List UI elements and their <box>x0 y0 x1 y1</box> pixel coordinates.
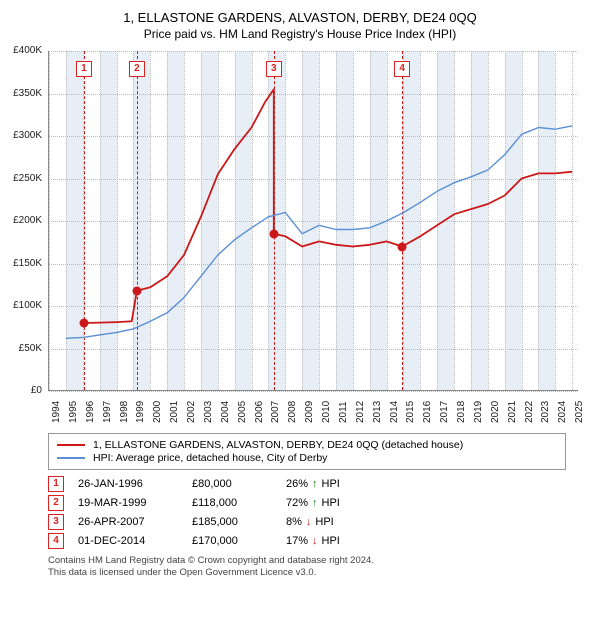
arrow-down-icon: ↓ <box>312 535 318 547</box>
sale-diff-pct: 26% <box>286 478 308 490</box>
x-axis-label: 2017 <box>439 401 450 423</box>
sale-flag-number: 4 <box>48 533 64 549</box>
chart-container: 1, ELLASTONE GARDENS, ALVASTON, DERBY, D… <box>0 0 600 587</box>
title-block: 1, ELLASTONE GARDENS, ALVASTON, DERBY, D… <box>4 10 596 41</box>
x-axis-label: 2012 <box>355 401 366 423</box>
x-axis-label: 2003 <box>203 401 214 423</box>
sale-date: 26-APR-2007 <box>78 516 178 528</box>
y-axis-label: £400K <box>6 45 42 56</box>
x-axis-label: 2006 <box>254 401 265 423</box>
x-axis-label: 2002 <box>186 401 197 423</box>
sale-row: 4 01-DEC-2014 £170,000 17% ↓ HPI <box>48 533 566 549</box>
x-axis-label: 2023 <box>540 401 551 423</box>
sale-vs-hpi: 8% ↓HPI <box>286 516 334 528</box>
x-axis-label: 2014 <box>389 401 400 423</box>
sales-table: 1 26-JAN-1996 £80,000 26% ↑ HPI 2 19-MAR-1999 £1… <box>48 476 566 549</box>
x-axis-label: 2007 <box>270 401 281 423</box>
y-axis-label: £0 <box>6 385 42 396</box>
x-axis-label: 2018 <box>456 401 467 423</box>
sale-vs-label: HPI <box>322 497 340 509</box>
footer-line2: This data is licensed under the Open Gov… <box>48 567 566 579</box>
line-layer <box>49 51 579 391</box>
title-address: 1, ELLASTONE GARDENS, ALVASTON, DERBY, D… <box>4 10 596 25</box>
sale-flag-number: 2 <box>48 495 64 511</box>
x-axis-label: 2021 <box>507 401 518 423</box>
footer-line1: Contains HM Land Registry data © Crown c… <box>48 555 566 567</box>
x-axis-label: 1999 <box>135 401 146 423</box>
x-axis-label: 2000 <box>152 401 163 423</box>
sale-point-dot <box>132 286 141 295</box>
sale-point-dot <box>79 319 88 328</box>
legend-item: HPI: Average price, detached house, City… <box>57 452 557 464</box>
arrow-down-icon: ↓ <box>306 516 312 528</box>
sale-vs-label: HPI <box>315 516 333 528</box>
sale-date: 26-JAN-1996 <box>78 478 178 490</box>
sale-vs-hpi: 17% ↓ HPI <box>286 535 340 547</box>
legend-swatch <box>57 444 85 446</box>
x-axis-label: 2019 <box>473 401 484 423</box>
x-axis-label: 2009 <box>304 401 315 423</box>
sale-vs-hpi: 26% ↑ HPI <box>286 478 340 490</box>
x-axis-label: 2010 <box>321 401 332 423</box>
x-axis-label: 2008 <box>287 401 298 423</box>
plot-area: 1234 <box>48 51 578 391</box>
sale-diff-pct: 72% <box>286 497 308 509</box>
legend-label: HPI: Average price, detached house, City… <box>93 452 327 464</box>
x-axis-label: 1996 <box>85 401 96 423</box>
x-axis-label: 1997 <box>102 401 113 423</box>
x-axis-label: 2015 <box>405 401 416 423</box>
x-axis-label: 2005 <box>237 401 248 423</box>
x-axis-label: 2016 <box>422 401 433 423</box>
arrow-up-icon: ↑ <box>312 497 318 509</box>
sale-row: 2 19-MAR-1999 £118,000 72% ↑ HPI <box>48 495 566 511</box>
title-subtitle: Price paid vs. HM Land Registry's House … <box>4 27 596 41</box>
y-axis-label: £350K <box>6 88 42 99</box>
y-axis-label: £150K <box>6 258 42 269</box>
gridline-h <box>49 391 578 392</box>
sale-price: £170,000 <box>192 535 272 547</box>
x-axis-label: 1998 <box>119 401 130 423</box>
x-axis-label: 2004 <box>220 401 231 423</box>
chart-area: 1234 £0 £50K £100K £150K £200K £250K £300K £350K… <box>4 47 596 427</box>
sale-point-dot <box>398 242 407 251</box>
y-axis-label: £300K <box>6 130 42 141</box>
sale-price: £118,000 <box>192 497 272 509</box>
footer-attribution: Contains HM Land Registry data © Crown c… <box>48 555 566 579</box>
series-hpi <box>66 126 572 338</box>
sale-row: 3 26-APR-2007 £185,000 8% ↓HPI <box>48 514 566 530</box>
sale-point-dot <box>269 229 278 238</box>
sale-flag-number: 1 <box>48 476 64 492</box>
sale-vs-label: HPI <box>322 535 340 547</box>
y-axis-label: £50K <box>6 343 42 354</box>
x-axis-label: 2001 <box>169 401 180 423</box>
sale-vs-label: HPI <box>322 478 340 490</box>
x-axis-label: 2025 <box>574 401 585 423</box>
sale-flag-number: 3 <box>48 514 64 530</box>
x-axis-label: 2022 <box>524 401 535 423</box>
sale-date: 01-DEC-2014 <box>78 535 178 547</box>
x-axis-label: 2011 <box>338 401 349 423</box>
x-axis-label: 2020 <box>490 401 501 423</box>
x-axis-label: 1994 <box>51 401 62 423</box>
series-property <box>84 89 572 323</box>
legend: 1, ELLASTONE GARDENS, ALVASTON, DERBY, D… <box>48 433 566 470</box>
arrow-up-icon: ↑ <box>312 478 318 490</box>
legend-label: 1, ELLASTONE GARDENS, ALVASTON, DERBY, D… <box>93 439 463 451</box>
legend-item: 1, ELLASTONE GARDENS, ALVASTON, DERBY, D… <box>57 439 557 451</box>
y-axis-label: £100K <box>6 300 42 311</box>
sale-vs-hpi: 72% ↑ HPI <box>286 497 340 509</box>
x-axis-label: 2013 <box>372 401 383 423</box>
sale-row: 1 26-JAN-1996 £80,000 26% ↑ HPI <box>48 476 566 492</box>
sale-diff-pct: 17% <box>286 535 308 547</box>
y-axis-label: £250K <box>6 173 42 184</box>
sale-price: £185,000 <box>192 516 272 528</box>
x-axis-label: 1995 <box>68 401 79 423</box>
sale-date: 19-MAR-1999 <box>78 497 178 509</box>
legend-swatch <box>57 457 85 459</box>
sale-diff-pct: 8% <box>286 516 302 528</box>
sale-price: £80,000 <box>192 478 272 490</box>
y-axis-label: £200K <box>6 215 42 226</box>
x-axis-label: 2024 <box>557 401 568 423</box>
